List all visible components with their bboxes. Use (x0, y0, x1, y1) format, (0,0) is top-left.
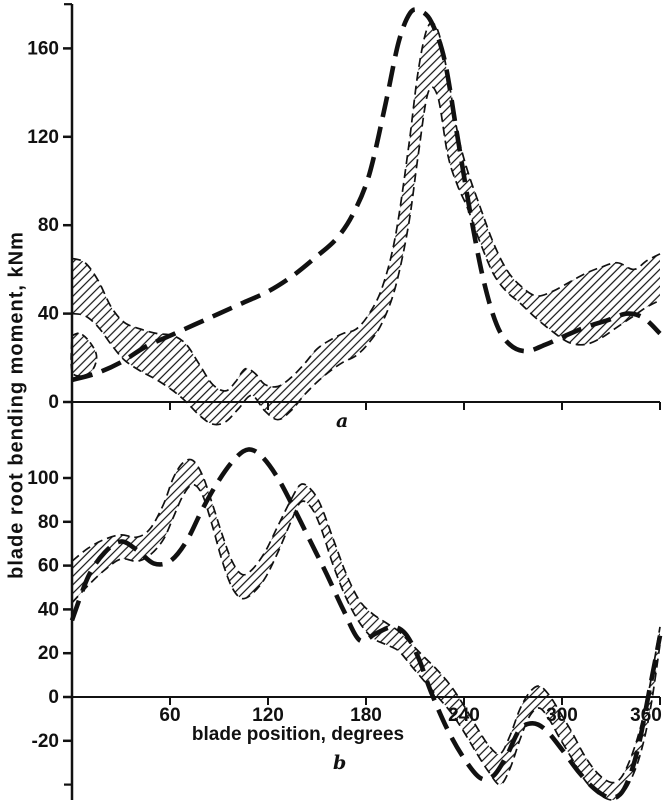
y-tick-label: 20 (38, 643, 59, 664)
predicted-thick-dashed-a (71, 7, 662, 383)
y-axis: 0 40 80 120 160 -20 0 20 40 60 80 100 (27, 3, 74, 800)
y-tick-label: 60 (38, 556, 59, 577)
y-tick-label: 40 (38, 599, 59, 620)
panel-b-label: b (333, 752, 347, 774)
y-tick-label: 40 (38, 304, 59, 325)
x-tick-label: 120 (252, 705, 284, 726)
measured-band-b (72, 459, 660, 800)
y-tick-label: -20 (32, 731, 59, 752)
panel-a-label: a (336, 410, 349, 432)
predicted-thick-dashed-b (69, 447, 663, 801)
panel-b: 60120180240300360 (69, 447, 663, 801)
y-tick-label: 0 (48, 392, 59, 413)
small-left-lobe (70, 332, 98, 377)
y-tick-label: 120 (27, 127, 59, 148)
measured-band-a (72, 22, 660, 425)
x-tick-label: 60 (159, 705, 180, 726)
y-tick-label: 160 (27, 38, 59, 59)
measured-envelope-lower-a (71, 86, 661, 426)
y-axis-title: blade root bending moment, kNm (5, 231, 28, 579)
x-tick-label: 180 (350, 705, 382, 726)
panel-a (70, 7, 662, 426)
measured-envelope-lower-b (71, 483, 661, 801)
x-axis-title: blade position, degrees (191, 724, 405, 745)
y-tick-label: 80 (38, 215, 59, 236)
y-tick-label: 100 (27, 468, 59, 489)
measured-envelope-upper-b (71, 458, 661, 784)
y-tick-label: 0 (48, 687, 59, 708)
measured-envelope-upper-a (71, 21, 661, 392)
y-tick-label: 80 (38, 512, 59, 533)
